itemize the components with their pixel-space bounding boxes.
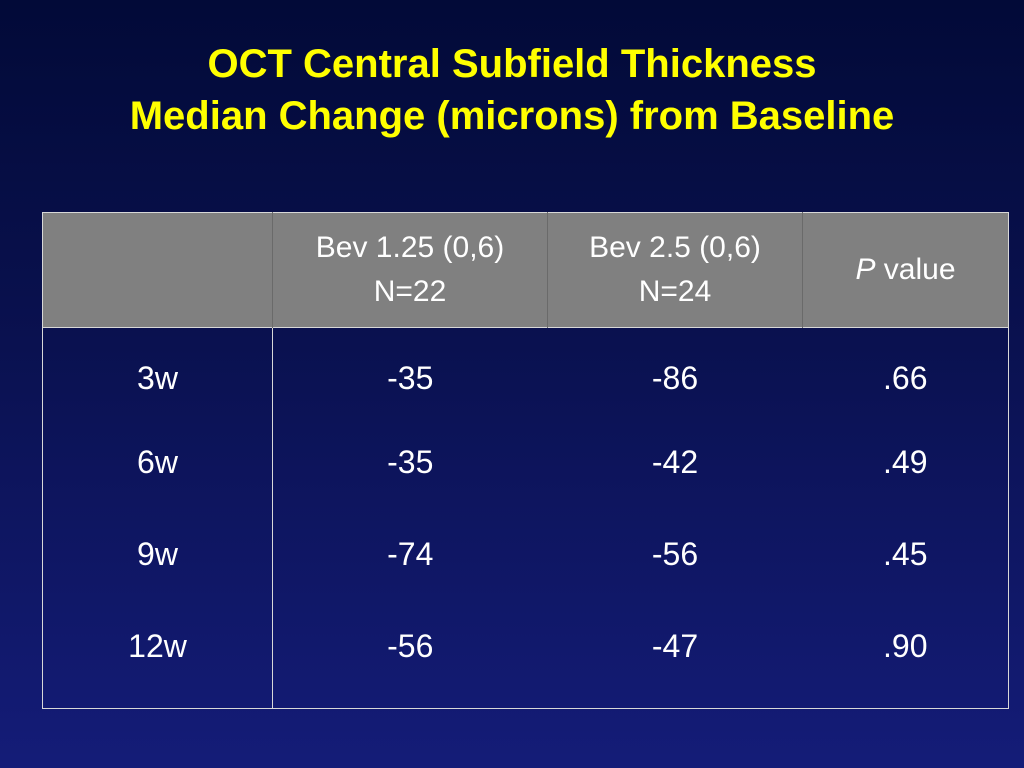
- cell-bev-125: -35: [387, 444, 434, 480]
- cell-bev-25: -47: [651, 628, 699, 664]
- row-label: 12w: [42, 604, 273, 709]
- header-bev-125-n: N=22: [373, 275, 447, 308]
- cell-p-value: .45: [883, 536, 928, 572]
- header-p-value: P value: [802, 212, 1009, 328]
- header-row: Bev 1.25 (0,6) N=22 Bev 2.5 (0,6) N=24 P…: [42, 212, 1009, 328]
- header-bev-125-label: Bev 1.25 (0,6): [315, 231, 505, 264]
- cell-p-value: .49: [883, 444, 928, 480]
- header-p-italic: P: [855, 253, 876, 286]
- table-row: 12w -56 -47 .90: [42, 604, 1009, 709]
- header-bev-25-label: Bev 2.5 (0,6): [589, 231, 761, 264]
- cell-bev-25: -42: [651, 444, 699, 480]
- cell-bev-125: -35: [387, 360, 434, 396]
- header-bev-25-n: N=24: [638, 275, 712, 308]
- cell-bev-25: -56: [651, 536, 699, 572]
- table-row: 6w -35 -42 .49: [42, 420, 1009, 512]
- results-table: Bev 1.25 (0,6) N=22 Bev 2.5 (0,6) N=24 P…: [42, 212, 1009, 709]
- cell-bev-125: -56: [387, 628, 434, 664]
- row-label: 3w: [42, 327, 273, 420]
- cell-bev-25: -86: [651, 360, 699, 396]
- row-label: 9w: [42, 512, 273, 604]
- table-header: Bev 1.25 (0,6) N=22 Bev 2.5 (0,6) N=24 P…: [42, 212, 1009, 328]
- cell-p-value: .90: [883, 628, 928, 664]
- header-bev-25: Bev 2.5 (0,6) N=24: [547, 212, 803, 328]
- table-body: 3w -35 -86 .66 6w -35 -42 .49 9w -74 -56…: [42, 327, 1009, 709]
- header-p-rest: value: [875, 253, 956, 286]
- table-row: 3w -35 -86 .66: [42, 327, 1009, 420]
- cell-p-value: .66: [883, 360, 928, 396]
- header-empty-cell: [42, 212, 273, 328]
- header-bev-125: Bev 1.25 (0,6) N=22: [272, 212, 548, 328]
- slide-title: OCT Central Subfield Thickness Median Ch…: [0, 38, 1024, 142]
- title-line-1: OCT Central Subfield Thickness: [207, 42, 817, 86]
- title-line-2: Median Change (microns) from Baseline: [129, 94, 895, 138]
- row-label: 6w: [42, 420, 273, 512]
- table-row: 9w -74 -56 .45: [42, 512, 1009, 604]
- cell-bev-125: -74: [387, 536, 434, 572]
